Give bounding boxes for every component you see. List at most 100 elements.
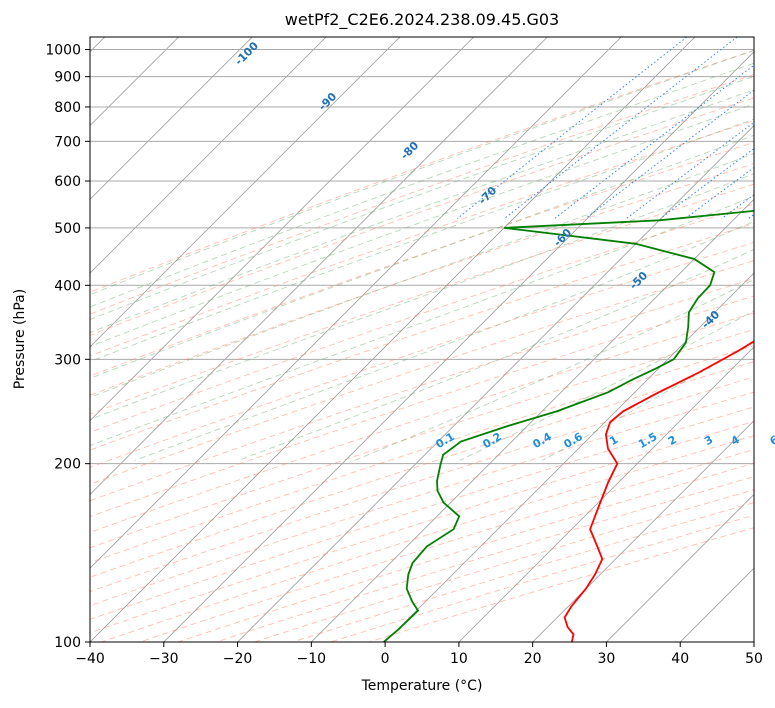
isotherm-line bbox=[0, 37, 31, 642]
isotherm-line bbox=[311, 198, 754, 642]
x-axis: −40 −30 −20 −10 0 10 20 30 40 50 bbox=[75, 642, 763, 667]
y-tick-label: 700 bbox=[54, 134, 81, 150]
isotherm-line bbox=[606, 493, 754, 642]
dry-adiabat-line bbox=[90, 278, 754, 502]
moist-adiabat-line bbox=[354, 279, 754, 461]
mixing-ratio-label: 6 bbox=[768, 433, 775, 448]
plot-frame bbox=[89, 36, 755, 643]
dry-adiabat-line bbox=[90, 222, 754, 451]
dry-adiabat-label: -50 bbox=[627, 269, 650, 292]
isotherm-line bbox=[384, 272, 754, 642]
dry-adiabat-line bbox=[368, 527, 754, 642]
y-tick-label: 600 bbox=[54, 174, 81, 190]
y-tick-label: 500 bbox=[54, 221, 81, 237]
chart-title: wetPf2_C2E6.2024.238.09.45.G03 bbox=[284, 10, 560, 29]
moist-adiabat-line bbox=[90, 89, 754, 334]
isotherm-line bbox=[90, 37, 179, 127]
background-lines bbox=[0, 37, 754, 642]
isotherm-line bbox=[90, 37, 401, 348]
x-tick-label: 10 bbox=[450, 651, 468, 667]
dry-adiabat-line bbox=[90, 260, 754, 485]
dry-adiabat-line bbox=[177, 462, 754, 642]
y-tick-label: 100 bbox=[54, 635, 81, 651]
dry-adiabat-label: -40 bbox=[699, 308, 722, 331]
dry-adiabat-line bbox=[90, 295, 754, 518]
mixing-ratio-label: 2 bbox=[666, 433, 679, 448]
dry-adiabat-line bbox=[90, 361, 754, 578]
y-tick-label: 900 bbox=[54, 70, 81, 86]
moist-adiabat-line bbox=[90, 49, 754, 296]
dry-adiabat-line bbox=[90, 345, 754, 564]
dry-adiabat-line bbox=[139, 449, 754, 642]
y-tick-label: 1000 bbox=[45, 43, 81, 59]
moist-adiabat-line bbox=[90, 62, 754, 308]
dry-adiabat-line bbox=[90, 120, 754, 357]
moist-adiabat-line bbox=[90, 195, 754, 447]
dry-adiabat-line bbox=[90, 391, 754, 607]
isotherm-line bbox=[90, 37, 696, 642]
profile-lines bbox=[383, 209, 754, 642]
mixing-ratio-label: 4 bbox=[729, 433, 742, 448]
dry-adiabat-line bbox=[90, 203, 754, 433]
isotherm-line bbox=[753, 641, 754, 642]
dry-adiabat-line bbox=[90, 420, 754, 634]
mixing-ratio-label: 0.6 bbox=[561, 430, 585, 451]
isotherm-line bbox=[90, 37, 106, 53]
moist-adiabat-line bbox=[90, 152, 754, 398]
series-line-1 bbox=[383, 209, 754, 642]
dry-adiabat-line bbox=[90, 163, 754, 396]
x-tick-label: −40 bbox=[75, 651, 105, 667]
dry-adiabat-line bbox=[90, 74, 754, 315]
dry-adiabat-line bbox=[216, 476, 754, 642]
isotherm-line bbox=[458, 346, 754, 642]
mixing-ratio-line bbox=[456, 37, 688, 219]
x-tick-label: −30 bbox=[149, 651, 179, 667]
mixing-ratio-label: 1.5 bbox=[636, 430, 659, 451]
x-tick-label: −10 bbox=[297, 651, 327, 667]
isotherm-line bbox=[90, 37, 474, 422]
y-tick-label: 400 bbox=[54, 278, 81, 294]
mixing-ratio-label: 0.4 bbox=[531, 430, 555, 451]
dry-adiabat-line bbox=[90, 312, 754, 533]
mixing-ratio-label: 3 bbox=[702, 433, 715, 448]
mixing-ratio-line bbox=[721, 194, 754, 219]
isotherm-line bbox=[90, 37, 622, 569]
dry-adiabat-line bbox=[90, 241, 754, 468]
isotherm-line bbox=[90, 37, 327, 274]
dry-adiabat-line bbox=[101, 435, 754, 642]
x-tick-label: 20 bbox=[524, 651, 542, 667]
x-tick-label: −20 bbox=[223, 651, 253, 667]
isotherm-line bbox=[679, 567, 754, 642]
dry-adiabat-line bbox=[330, 514, 754, 642]
isotherm-line bbox=[90, 37, 253, 200]
dry-adiabat-line bbox=[90, 141, 754, 377]
x-tick-label: 30 bbox=[598, 651, 616, 667]
y-tick-label: 800 bbox=[54, 100, 81, 116]
isotherm-line bbox=[90, 37, 548, 495]
moist-adiabat-line bbox=[134, 220, 754, 461]
dry-adiabat-line bbox=[90, 376, 754, 593]
dry-adiabat-label: -80 bbox=[398, 139, 421, 162]
isotherm-line bbox=[163, 51, 754, 642]
mixing-ratio-line bbox=[504, 37, 738, 219]
mixing-ratio-label: 1 bbox=[607, 433, 620, 448]
dry-adiabat-line bbox=[90, 49, 754, 293]
isotherm-line bbox=[532, 420, 754, 642]
dry-adiabat-label: -70 bbox=[476, 184, 499, 207]
dry-adiabat-line bbox=[90, 328, 754, 549]
y-tick-label: 200 bbox=[54, 457, 81, 473]
y-axis: 100 200 300 400 500 600 700 800 900 1000 bbox=[45, 43, 90, 651]
y-tick-label: 300 bbox=[54, 352, 81, 368]
dry-adiabat-label: -100 bbox=[232, 39, 261, 68]
dry-adiabat-label: -90 bbox=[316, 90, 339, 113]
x-tick-label: 50 bbox=[745, 651, 763, 667]
mixing-ratio-line bbox=[626, 121, 754, 219]
dry-adiabat-line bbox=[90, 183, 754, 415]
x-axis-title: Temperature (°C) bbox=[361, 678, 483, 694]
mixing-ratio-line bbox=[554, 64, 754, 219]
x-tick-label: 40 bbox=[671, 651, 689, 667]
moist-adiabat-line bbox=[459, 310, 754, 461]
x-tick-label: 0 bbox=[381, 651, 390, 667]
series-line-0 bbox=[563, 340, 754, 642]
